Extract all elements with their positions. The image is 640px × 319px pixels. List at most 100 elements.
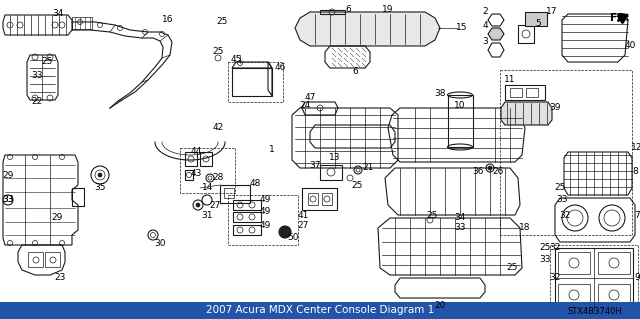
Bar — [228, 195, 298, 245]
Bar — [510, 88, 522, 97]
Text: 39: 39 — [549, 103, 561, 113]
Text: 25: 25 — [212, 48, 224, 56]
Text: 32: 32 — [549, 273, 561, 283]
Text: 20: 20 — [435, 300, 445, 309]
Bar — [220, 185, 250, 203]
Bar — [72, 188, 84, 206]
Text: FR.: FR. — [611, 13, 630, 23]
Text: 47: 47 — [304, 93, 316, 102]
Text: 25: 25 — [426, 211, 438, 219]
Bar — [505, 85, 545, 100]
Text: 19: 19 — [382, 5, 394, 14]
Bar — [0, 302, 640, 319]
Text: 25: 25 — [351, 181, 363, 189]
Text: 9: 9 — [634, 273, 640, 283]
Text: 32: 32 — [549, 243, 561, 253]
Text: 48: 48 — [250, 179, 260, 188]
Text: 28: 28 — [212, 174, 224, 182]
Text: 12: 12 — [631, 144, 640, 152]
Text: 14: 14 — [202, 183, 214, 192]
Text: 30: 30 — [154, 239, 166, 248]
Text: 41: 41 — [298, 211, 308, 219]
Text: 27: 27 — [209, 201, 221, 210]
Text: 7: 7 — [634, 211, 640, 219]
Text: 25: 25 — [216, 18, 228, 26]
Bar — [45, 252, 60, 267]
Bar — [180, 148, 235, 193]
Bar — [233, 212, 261, 222]
Bar — [233, 225, 261, 235]
Bar — [558, 252, 590, 274]
Bar — [526, 88, 538, 97]
Text: 25: 25 — [42, 57, 52, 66]
Text: 42: 42 — [212, 123, 223, 132]
Text: 6: 6 — [345, 5, 351, 14]
Circle shape — [98, 173, 102, 177]
Text: 21: 21 — [362, 164, 374, 173]
Text: 2007 Acura MDX Center Console Diagram 1: 2007 Acura MDX Center Console Diagram 1 — [206, 305, 434, 315]
Text: 2: 2 — [482, 8, 488, 17]
Text: 33: 33 — [454, 224, 466, 233]
Text: STX4B3740H: STX4B3740H — [568, 308, 623, 316]
Polygon shape — [295, 12, 440, 46]
Text: 44: 44 — [190, 146, 202, 155]
Text: 27: 27 — [298, 220, 308, 229]
Text: 33: 33 — [31, 71, 43, 80]
Text: 35: 35 — [94, 183, 106, 192]
Text: 11: 11 — [504, 76, 516, 85]
Text: 37: 37 — [309, 160, 321, 169]
Bar — [200, 152, 212, 166]
Bar — [185, 152, 197, 166]
Text: 25: 25 — [506, 263, 518, 272]
Polygon shape — [501, 102, 552, 125]
Text: 16: 16 — [163, 16, 173, 25]
Text: 13: 13 — [329, 153, 340, 162]
Bar — [28, 252, 43, 267]
Text: 45: 45 — [230, 56, 242, 64]
Text: 6: 6 — [352, 68, 358, 77]
Polygon shape — [488, 28, 504, 40]
Text: 40: 40 — [624, 41, 636, 49]
Text: 49: 49 — [259, 220, 271, 229]
Text: 3: 3 — [482, 36, 488, 46]
Text: 49: 49 — [259, 207, 271, 217]
Text: 32: 32 — [559, 211, 571, 219]
Text: 31: 31 — [201, 211, 212, 219]
Text: 18: 18 — [519, 224, 531, 233]
Bar — [598, 252, 630, 274]
Bar — [302, 188, 337, 210]
Text: 1: 1 — [269, 145, 275, 154]
Text: 46: 46 — [275, 63, 285, 72]
Text: 17: 17 — [547, 8, 557, 17]
Text: 15: 15 — [456, 24, 468, 33]
Text: 33: 33 — [3, 196, 13, 204]
Text: 22: 22 — [31, 98, 43, 107]
Text: 49: 49 — [259, 196, 271, 204]
Text: 4: 4 — [482, 21, 488, 31]
Text: 8: 8 — [632, 167, 638, 176]
Bar — [518, 25, 534, 43]
Circle shape — [488, 166, 492, 170]
Bar — [185, 170, 193, 180]
Text: 36: 36 — [472, 167, 484, 176]
Bar — [308, 193, 318, 205]
Bar — [322, 193, 332, 205]
Text: 38: 38 — [435, 88, 445, 98]
Bar — [224, 188, 234, 198]
Bar — [232, 68, 272, 96]
Bar — [448, 95, 473, 147]
Bar — [555, 248, 633, 310]
Text: 25: 25 — [540, 243, 550, 253]
Text: 23: 23 — [54, 273, 66, 283]
Bar — [550, 245, 638, 313]
Text: 33: 33 — [540, 256, 551, 264]
Bar — [598, 284, 630, 306]
Text: 33: 33 — [556, 196, 568, 204]
Bar — [228, 62, 283, 102]
Text: 25: 25 — [554, 183, 566, 192]
Text: 43: 43 — [190, 168, 202, 177]
Text: 34: 34 — [454, 213, 466, 222]
Circle shape — [196, 203, 200, 207]
Text: 29: 29 — [3, 170, 13, 180]
Bar — [72, 17, 92, 29]
